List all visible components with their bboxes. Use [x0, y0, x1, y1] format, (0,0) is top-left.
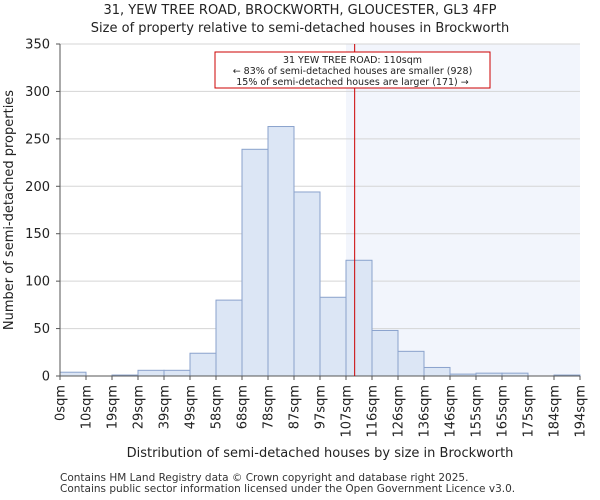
- annotation-line-1: 31 YEW TREE ROAD: 110sqm: [283, 55, 422, 66]
- bar: [423, 366, 451, 377]
- x-tick-label: 29sqm: [132, 385, 147, 429]
- x-tick-label: 175sqm: [522, 385, 537, 438]
- bar: [319, 296, 347, 377]
- x-tick-label: 136sqm: [418, 385, 433, 438]
- title-block: 31, YEW TREE ROAD, BROCKWORTH, GLOUCESTE…: [0, 2, 600, 38]
- chart-area: 0 50 100 150 200 250 300 350 0sqm 10sqm 19sqm 29sqm…: [2, 38, 589, 462]
- y-tick-label: 0: [42, 370, 50, 385]
- y-tick-label: 150: [25, 227, 50, 242]
- bar: [345, 259, 373, 377]
- x-tick-label: 58sqm: [210, 385, 225, 429]
- bar: [293, 191, 321, 377]
- footer-line-2: Contains public sector information licen…: [60, 483, 516, 495]
- x-tick-label: 0sqm: [54, 385, 69, 421]
- x-axis-label: Distribution of semi-detached houses by …: [127, 446, 514, 461]
- y-tick-label: 250: [25, 132, 50, 147]
- x-tick-label: 49sqm: [184, 385, 199, 429]
- bar: [189, 352, 217, 377]
- y-tick-label: 100: [25, 275, 50, 290]
- x-tick-label: 165sqm: [496, 385, 511, 438]
- x-tick-label: 194sqm: [574, 385, 589, 438]
- y-tick-label: 200: [25, 180, 50, 195]
- x-tick-label: 68sqm: [236, 385, 251, 429]
- bar: [215, 299, 243, 377]
- x-tick-label: 146sqm: [444, 385, 459, 438]
- x-tick-label: 19sqm: [106, 385, 121, 429]
- x-tick-label: 78sqm: [262, 385, 277, 429]
- x-tick-label: 97sqm: [314, 385, 329, 429]
- bar: [137, 369, 165, 377]
- y-tick-label: 300: [25, 85, 50, 100]
- x-tick-label: 184sqm: [548, 385, 563, 438]
- bar: [241, 148, 269, 377]
- bar: [371, 329, 399, 377]
- x-tick-label: 116sqm: [366, 385, 381, 438]
- x-tick-label: 10sqm: [80, 385, 95, 429]
- footer: Contains HM Land Registry data © Crown c…: [60, 473, 515, 495]
- annotation-line-3: 15% of semi-detached houses are larger (…: [236, 77, 469, 88]
- bar: [267, 126, 295, 377]
- chart-title: 31, YEW TREE ROAD, BROCKWORTH, GLOUCESTE…: [103, 3, 497, 18]
- x-tick-label: 87sqm: [288, 385, 303, 429]
- y-tick-label: 50: [33, 322, 50, 337]
- highlight-region: [346, 44, 580, 376]
- bar: [59, 371, 87, 377]
- bar: [397, 350, 425, 377]
- annotation-box: [214, 51, 491, 89]
- y-tick-label: 350: [25, 38, 50, 53]
- x-tick-label: 126sqm: [392, 385, 407, 438]
- footer-line-1: Contains HM Land Registry data © Crown c…: [60, 472, 469, 484]
- annotation-line-2: ← 83% of semi-detached houses are smalle…: [233, 66, 473, 77]
- bar: [163, 369, 191, 377]
- chart-subtitle: Size of property relative to semi-detach…: [90, 21, 510, 36]
- x-tick-label: 155sqm: [470, 385, 485, 438]
- x-tick-label: 39sqm: [158, 385, 173, 429]
- y-axis-label: Number of semi-detached properties: [2, 90, 17, 330]
- x-tick-label: 107sqm: [340, 385, 355, 438]
